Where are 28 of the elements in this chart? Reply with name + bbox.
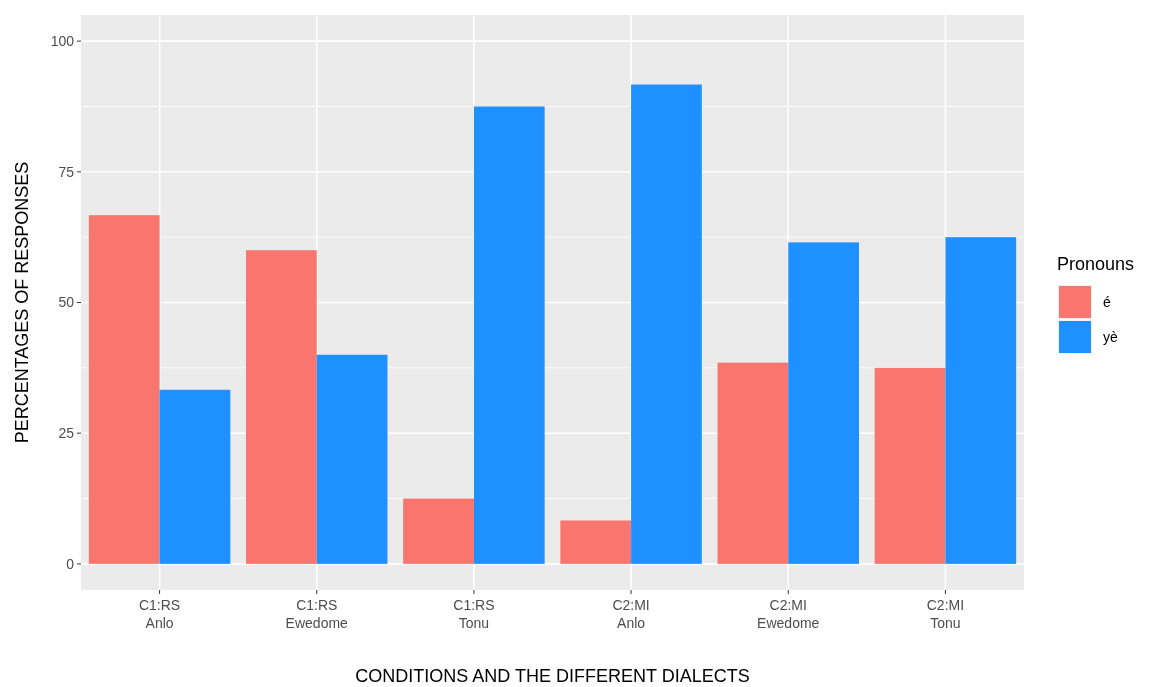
x-tick-label: C1:RS Anlo (138, 597, 181, 631)
legend-label: yè (1103, 328, 1118, 345)
x-tick-label: C2:MI Ewedome (757, 597, 820, 631)
bar (159, 389, 231, 564)
bar (88, 215, 160, 564)
bar (788, 242, 859, 564)
bar (403, 498, 474, 564)
y-tick-label: 75 (58, 163, 75, 180)
bar (631, 84, 702, 564)
legend-label: é (1103, 293, 1111, 310)
bar (316, 354, 388, 564)
y-tick-label: 0 (66, 555, 75, 572)
y-tick-label: 100 (50, 33, 75, 50)
y-tick-label: 25 (58, 425, 75, 442)
y-axis-title: PERCENTAGES OF RESPONSES (12, 161, 32, 444)
bar (246, 250, 317, 564)
legend-title: Pronouns (1057, 254, 1135, 274)
x-axis-title: CONDITIONS AND THE DIFFERENT DIALECTS (355, 666, 750, 686)
y-tick-label: 50 (58, 294, 75, 311)
bar (560, 520, 632, 564)
bar (945, 237, 1017, 564)
bar (473, 106, 545, 564)
bar (874, 367, 946, 564)
bar (717, 362, 789, 564)
x-tick-label: C2:MI Anlo (612, 597, 650, 631)
x-tick-label: C2:MI Tonu (926, 597, 965, 631)
x-tick-label: C1:RS Ewedome (285, 597, 349, 631)
x-tick-label: C1:RS Tonu (453, 597, 495, 631)
